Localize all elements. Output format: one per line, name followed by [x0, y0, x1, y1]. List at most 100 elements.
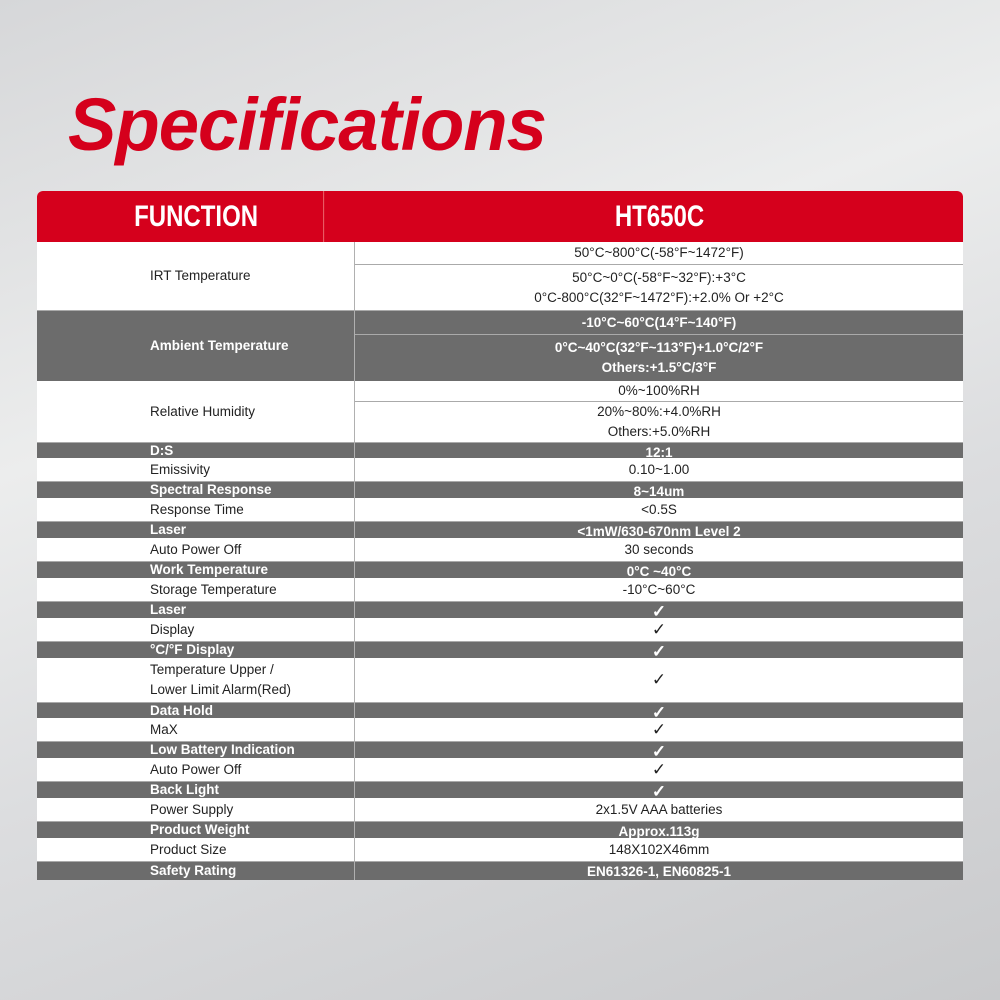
table-header: FUNCTION HT650C [37, 191, 963, 242]
spec-label: Storage Temperature [37, 578, 355, 601]
checkmark-icon: ✓ [651, 759, 667, 779]
spec-label-line: Storage Temperature [150, 581, 277, 597]
spec-label: Relative Humidity [37, 381, 355, 442]
table-row: Ambient Temperature -10°C~60°C(14°F~140°F… [37, 311, 963, 381]
spec-label-line: IRT Temperature [150, 268, 251, 283]
spec-value-text: Approx.113g [618, 824, 700, 839]
spec-value-text: 12:1 [645, 445, 673, 460]
spec-label-line: Data Hold [150, 702, 214, 718]
spec-value-group: 30 seconds [355, 538, 963, 561]
table-row: Laser <1mW/630-670nm Level 2 [37, 522, 963, 539]
checkmark-icon: ✓ [651, 619, 667, 639]
spec-value: ✓ [355, 718, 963, 741]
checkmark-icon: ✓ [651, 782, 667, 801]
spec-value: ✓ [355, 658, 963, 702]
spec-value-group: 12:1 [355, 443, 963, 463]
spec-label: Spectral Response [37, 482, 355, 498]
table-row: Temperature Upper / Lower Limit Alarm(Red… [37, 658, 963, 703]
spec-value-group: 50°C~0°C(-58°F~32°F):+3°C 0°C-800°C(32°F~… [355, 265, 963, 310]
spec-label: Data Hold [37, 703, 355, 718]
spec-value: ✓ [355, 703, 963, 722]
spec-value-group: -10°C~60°C [355, 578, 963, 601]
spec-value: -10°C~60°C(14°F~140°F) 0°C~40°C(32°F~113°… [355, 311, 963, 381]
checkmark-icon: ✓ [651, 742, 667, 761]
spec-value: 0%~100%RH 20%~80%:+4.0%RH Others:+5.0%RH [355, 381, 963, 442]
spec-value-text: 0%~100%RH [618, 383, 700, 398]
spec-value: -10°C~60°C [355, 578, 963, 601]
spec-value: <1mW/630-670nm Level 2 [355, 522, 963, 539]
spec-value: 0°C ~40°C [355, 562, 963, 579]
spec-label-line: Lower Limit Alarm(Red) [150, 682, 292, 697]
spec-label: Display [37, 618, 355, 641]
table-row: Product Size 148X102X46mm [37, 838, 963, 862]
table-row: Auto Power Off 30 seconds [37, 538, 963, 562]
table-row: Back Light ✓ [37, 782, 963, 801]
spec-label: IRT Temperature [37, 242, 355, 310]
spec-value: EN61326-1, EN60825-1 [355, 862, 963, 880]
spec-label: °C/°F Display [37, 642, 355, 658]
spec-value-group: 8~14um [355, 482, 963, 502]
spec-value-group: ✓ [355, 602, 963, 622]
spec-value-text: <1mW/630-670nm Level 2 [577, 524, 741, 539]
spec-value: 0.10~1.00 [355, 458, 963, 481]
spec-value-text: 2x1.5V AAA batteries [595, 801, 723, 817]
spec-value-text: 0°C ~40°C [626, 564, 692, 579]
spec-value-group: Approx.113g [355, 822, 963, 842]
spec-label: Work Temperature [37, 562, 355, 578]
spec-value-text: 20%~80%:+4.0%RH [597, 404, 721, 419]
spec-value: 12:1 [355, 443, 963, 460]
spec-value: 50°C~800°C(-58°F~1472°F) 50°C~0°C(-58°F~3… [355, 242, 963, 310]
spec-label: Laser [37, 602, 355, 618]
spec-value-group: 0%~100%RH [355, 381, 963, 402]
spec-value: <0.5S [355, 498, 963, 521]
table-row: Laser ✓ [37, 602, 963, 621]
spec-table: FUNCTION HT650C IRT Temperature 50°C~800°… [37, 191, 963, 880]
spec-label-line: Ambient Temperature [150, 338, 289, 353]
spec-value-text: 148X102X46mm [608, 841, 710, 857]
spec-label-line: Relative Humidity [150, 403, 256, 419]
spec-label: Auto Power Off [37, 538, 355, 561]
spec-label: MaX [37, 718, 355, 741]
spec-label-line: Spectral Response [150, 482, 272, 497]
spec-value-text: 50°C~0°C(-58°F~32°F):+3°C [572, 269, 746, 285]
spec-label-line: Product Size [150, 841, 227, 857]
spec-label-line: °C/°F Display [150, 642, 235, 657]
table-row: Response Time <0.5S [37, 498, 963, 522]
table-row: Storage Temperature -10°C~60°C [37, 578, 963, 602]
spec-value: ✓ [355, 642, 963, 661]
header-function: FUNCTION [69, 191, 325, 242]
spec-label: Response Time [37, 498, 355, 521]
spec-value-group: ✓ [355, 703, 963, 723]
spec-label-line: Auto Power Off [150, 541, 242, 557]
spec-value-group: 50°C~800°C(-58°F~1472°F) [355, 242, 963, 266]
table-row: Data Hold ✓ [37, 703, 963, 722]
spec-label: Auto Power Off [37, 758, 355, 781]
spec-value-text: 0°C~40°C(32°F~113°F)+1.0°C/2°F [554, 340, 764, 355]
spec-label-line: Temperature Upper / [150, 662, 274, 677]
page-title: Specifications [68, 83, 547, 166]
spec-label: Ambient Temperature [37, 311, 355, 381]
spec-value-group: ✓ [355, 782, 963, 802]
spec-value: 2x1.5V AAA batteries [355, 798, 963, 821]
table-row: D:S 12:1 [37, 443, 963, 460]
checkmark-icon: ✓ [651, 719, 667, 739]
spec-value: ✓ [355, 758, 963, 781]
spec-value: ✓ [355, 782, 963, 801]
table-body: IRT Temperature 50°C~800°C(-58°F~1472°F) 5… [37, 242, 963, 880]
checkmark-icon: ✓ [651, 703, 667, 722]
spec-label: Laser [37, 522, 355, 538]
spec-label: Temperature Upper / Lower Limit Alarm(Red… [37, 658, 355, 702]
spec-value-text: -10°C~60°C [622, 581, 696, 597]
spec-label-line: Laser [150, 522, 187, 537]
spec-value: 148X102X46mm [355, 838, 963, 861]
spec-value-group: 0°C~40°C(32°F~113°F)+1.0°C/2°F Others:+1.… [355, 335, 963, 381]
table-row: Product Weight Approx.113g [37, 822, 963, 839]
spec-value: ✓ [355, 742, 963, 761]
table-row: Work Temperature 0°C ~40°C [37, 562, 963, 579]
spec-value-group: EN61326-1, EN60825-1 [355, 862, 963, 880]
table-row: Safety Rating EN61326-1, EN60825-1 [37, 862, 963, 880]
spec-label-line: Auto Power Off [150, 761, 242, 777]
spec-value-group: ✓ [355, 642, 963, 662]
spec-value-text: <0.5S [641, 501, 677, 517]
spec-value-group: ✓ [355, 718, 963, 741]
